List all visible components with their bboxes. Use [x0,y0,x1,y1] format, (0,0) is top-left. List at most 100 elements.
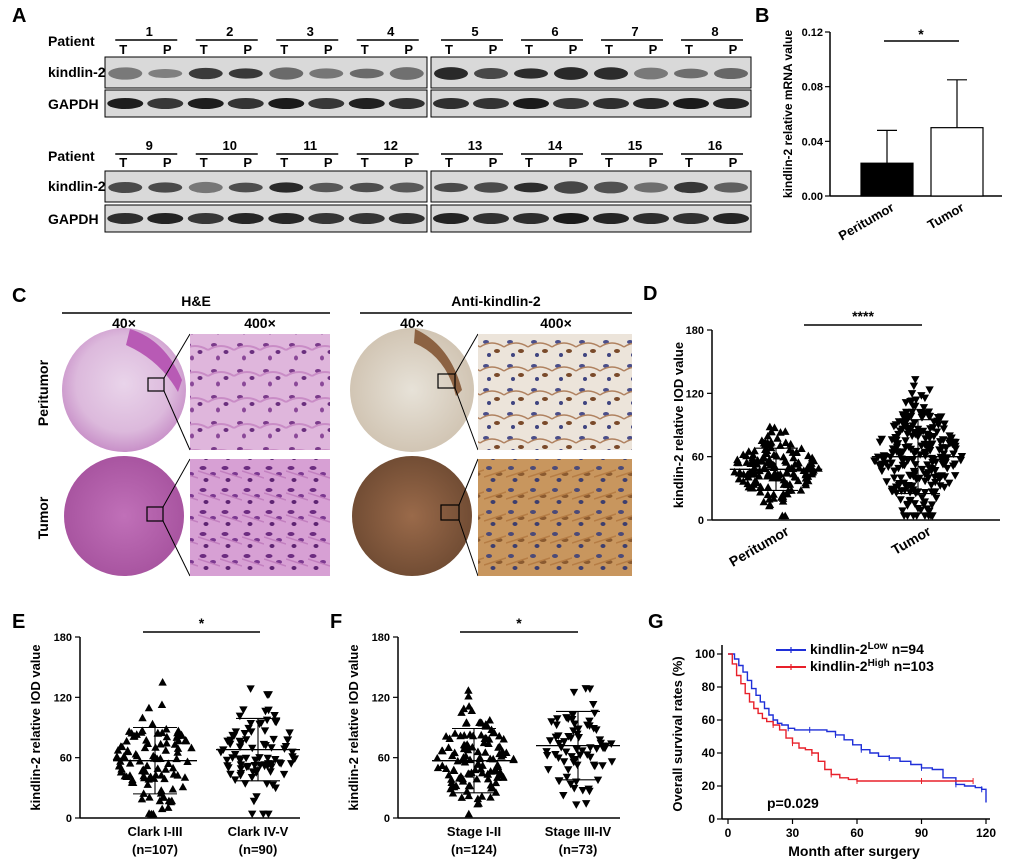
data-point [748,469,757,478]
band-gapdh [433,213,469,224]
data-point [756,487,765,496]
data-point [909,512,918,520]
lane-p: P [163,155,172,170]
data-point [932,428,942,437]
data-point [764,469,773,477]
band-kindlin2 [309,68,344,79]
data-point [270,712,279,720]
data-point [585,717,594,726]
lane-p: P [324,42,333,57]
data-point [792,447,801,456]
data-point [168,784,178,793]
data-point [441,764,451,773]
y-tick-label: 60 [692,452,704,464]
data-point [542,748,551,756]
data-point [892,443,902,452]
data-point [246,685,255,693]
data-point [239,706,248,714]
significance-star: * [199,615,205,631]
band-gapdh [227,98,264,109]
legend-name: kindlin-2 [810,658,868,674]
data-point [901,437,910,445]
data-point [920,394,930,403]
data-point [464,809,474,818]
data-point [140,743,150,752]
patient-number: 5 [471,24,478,39]
data-point [910,419,919,427]
data-point [142,736,151,744]
data-point [566,780,575,789]
data-point [143,780,152,788]
data-point [124,727,134,735]
data-point [271,756,280,764]
data-point [552,721,561,730]
data-point [485,715,494,724]
lane-t: T [280,42,288,57]
data-point [915,474,924,483]
patient-number: 10 [223,138,237,153]
data-point [743,479,752,488]
data-point [870,457,879,466]
data-point [479,738,489,747]
data-point [148,719,157,728]
data-point [144,703,154,712]
x-tick-label: Tumor [889,522,934,557]
data-point [801,480,811,489]
band-kindlin2 [269,182,304,193]
y-tick-label: 120 [686,388,704,400]
data-point [755,466,764,475]
data-point [173,744,183,752]
patient-number: 1 [146,24,153,39]
he-peritumor-inset-box [147,377,165,392]
data-point [581,800,591,808]
band-gapdh [673,213,709,224]
data-point [589,724,598,733]
data-point [181,736,190,744]
data-point [247,773,257,782]
data-point [743,470,752,478]
data-point [255,754,264,762]
band-gapdh [593,98,629,109]
data-point [899,479,909,488]
band-kindlin2 [554,181,588,194]
y-tick-label: 0 [698,515,704,527]
band-kindlin2 [594,67,628,80]
data-point [137,794,147,803]
data-point [457,708,466,716]
data-point [178,782,188,791]
data-point [433,753,442,762]
data-point [174,736,183,745]
ab-peritumor-epidermis [414,329,462,396]
data-point [173,771,182,779]
data-point [778,511,787,520]
data-point [906,412,916,421]
he-tumor-zoom-line-bottom [162,520,191,577]
data-point [545,737,555,745]
data-point [944,479,954,488]
data-point [122,772,131,781]
data-point [263,691,272,699]
lane-t: T [361,155,369,170]
y-tick-label: 180 [54,632,72,644]
data-point [797,444,806,452]
data-point [162,738,171,747]
ab-peritumor-400x [478,334,632,450]
data-point [459,704,468,713]
data-point [261,707,270,716]
patient-number: 12 [384,138,398,153]
y-tick-label: 80 [702,680,716,694]
data-point [240,729,249,738]
data-point [246,719,256,728]
data-point [874,461,884,470]
data-point [445,734,454,742]
data-point [285,729,294,737]
data-point [589,700,598,709]
patient-number: 15 [628,138,642,153]
x-tick-label: Stage III-IV [545,824,612,839]
data-point [113,746,123,754]
band-gapdh [388,213,425,224]
scatter-stage: 0 60 120 180 kindlin-2 relative IOD value * St… [346,615,620,857]
lane-t: T [445,42,453,57]
data-point [573,730,582,739]
data-point [132,751,142,760]
